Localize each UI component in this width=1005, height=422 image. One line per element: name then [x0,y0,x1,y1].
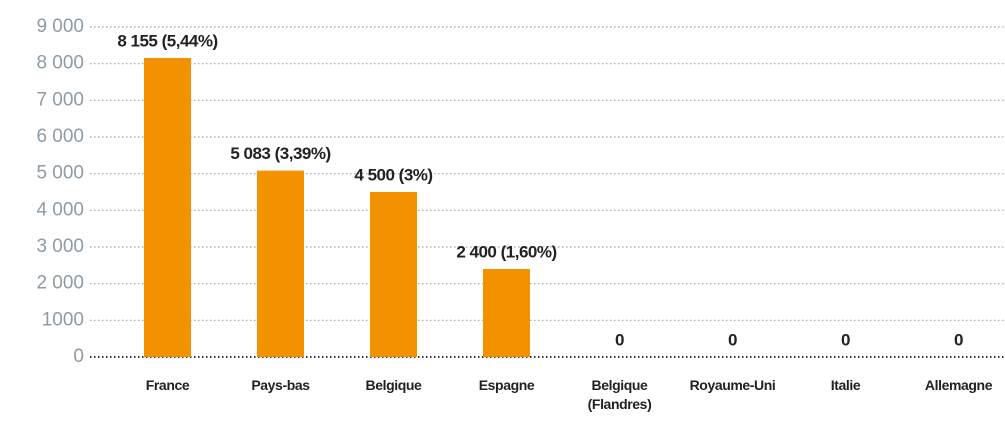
y-tick-label: 7 000 [36,89,84,110]
value-label: 0 [728,330,737,349]
value-label: 8 155 (5,44%) [117,31,217,50]
value-label: 0 [841,330,850,349]
y-tick-label: 5 000 [36,163,84,184]
x-tick-label: Belgique (Flandres) [587,377,652,412]
value-label: 2 400 (1,60%) [456,242,556,261]
x-tick-label: Allemagne [924,377,993,393]
value-label: 4 500 (3%) [354,165,432,184]
y-tick-label: 3 000 [36,236,84,257]
bar [257,170,304,357]
bar [144,57,191,357]
y-tick-label: 4 000 [36,199,84,220]
y-tick-label: 6 000 [36,126,84,147]
value-label: 5 083 (3,39%) [230,144,330,163]
y-tick-label: 9 000 [36,16,84,37]
y-tick-label: 1000 [42,309,84,330]
x-tick-label: Espagne [478,377,535,393]
x-tick-label: Italie [830,377,861,393]
x-tick-label: France [145,377,190,393]
x-tick-label: Royaume-Uni [689,377,776,393]
value-label: 0 [954,330,963,349]
x-tick-label: Pays-bas [251,377,310,393]
bar [370,192,417,357]
bar [483,269,530,357]
y-tick-label: 8 000 [36,53,84,74]
y-tick-label: 2 000 [36,273,84,294]
y-tick-label: 0 [73,346,84,367]
value-label: 0 [615,330,624,349]
x-tick-label: Belgique [365,377,422,393]
